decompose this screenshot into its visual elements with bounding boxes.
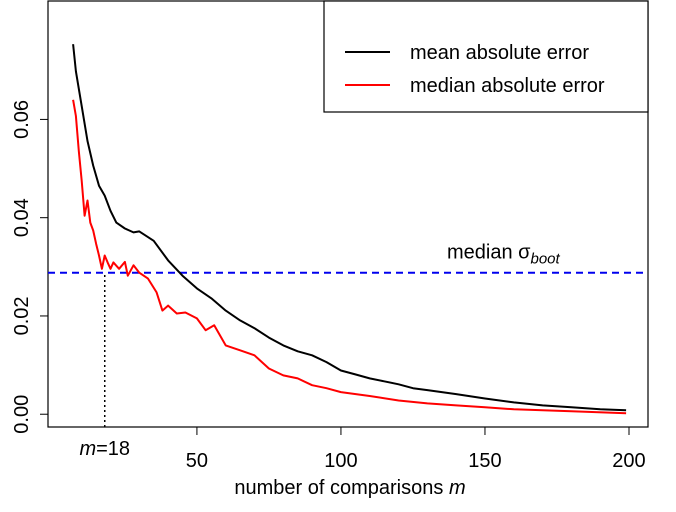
reference-label-sub: boot xyxy=(531,251,561,268)
legend-label: median absolute error xyxy=(410,75,605,97)
legend-box xyxy=(323,0,649,113)
marker-label-var: m xyxy=(79,438,96,460)
y-tick-label: 0.06 xyxy=(11,100,33,139)
y-tick-label: 0.02 xyxy=(11,296,33,335)
x-tick-label: 150 xyxy=(468,450,501,472)
y-tick-label: 0.00 xyxy=(11,395,33,434)
x-tick-label: 100 xyxy=(324,450,357,472)
x-axis-label-var: m xyxy=(449,477,466,499)
reference-label-text: median σ xyxy=(447,242,531,264)
x-tick-label: 200 xyxy=(612,450,645,472)
y-tick-label: 0.04 xyxy=(11,198,33,237)
x-tick-label: 50 xyxy=(186,450,208,472)
x-axis-label-text: number of comparisons xyxy=(234,477,443,499)
legend-label: mean absolute error xyxy=(410,42,589,64)
marker-label-rest: =18 xyxy=(96,438,130,460)
x-axis-label: number of comparisons m xyxy=(234,477,465,499)
reference-label: median σboot xyxy=(447,242,561,268)
data-line xyxy=(72,99,627,415)
data-line xyxy=(72,44,627,412)
marker-label: m=18 xyxy=(79,438,130,460)
